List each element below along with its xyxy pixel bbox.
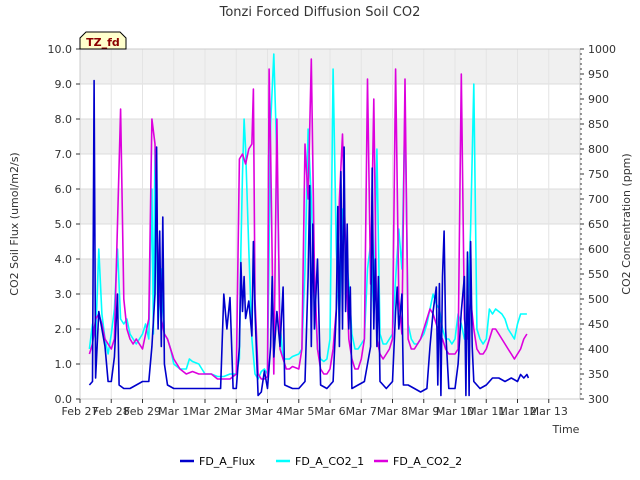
chart-title: Tonzi Forced Diffusion Soil CO2 <box>219 5 421 20</box>
right-tick-label: 500 <box>588 293 609 306</box>
right-tick-label: 900 <box>588 93 609 106</box>
x-tick-label: Mar 8 <box>377 405 408 418</box>
left-axis-ticks: 0.0 1.0 2.0 3.0 4.0 5.0 6.0 7.0 8.0 9.0 10.0 <box>48 43 80 406</box>
x-tick-label: Mar 2 <box>189 405 220 418</box>
right-tick-label: 650 <box>588 218 609 231</box>
right-axis-minor-ticks <box>580 53 582 395</box>
left-tick-label: 6.0 <box>55 183 73 196</box>
x-tick-label: Mar 7 <box>346 405 377 418</box>
series-line-fd-a-flux <box>88 79 530 397</box>
x-tick-label: Mar 5 <box>283 405 314 418</box>
x-tick-label: Feb 29 <box>124 405 161 418</box>
left-tick-label: 5.0 <box>55 218 73 231</box>
legend: FD_A_Flux FD_A_CO2_1 FD_A_CO2_2 <box>180 455 462 468</box>
left-tick-label: 8.0 <box>55 113 73 126</box>
x-tick-label: Feb 28 <box>93 405 130 418</box>
right-tick-label: 550 <box>588 268 609 281</box>
left-tick-label: 9.0 <box>55 78 73 91</box>
left-tick-label: 4.0 <box>55 253 73 266</box>
right-tick-label: 600 <box>588 243 609 256</box>
x-tick-label: Mar 11 <box>467 405 505 418</box>
x-tick-label: Mar 10 <box>436 405 474 418</box>
x-tick-label: Mar 12 <box>498 405 536 418</box>
right-tick-label: 800 <box>588 143 609 156</box>
x-tick-label: Mar 6 <box>314 405 345 418</box>
x-tick-label: Mar 1 <box>158 405 189 418</box>
right-axis-ticks: 300 350 400 450 500 550 600 650 700 750 800 850 900 9… <box>580 43 616 406</box>
left-tick-label: 7.0 <box>55 148 73 161</box>
right-tick-label: 750 <box>588 168 609 181</box>
left-tick-label: 1.0 <box>55 358 73 371</box>
x-tick-label: Mar 13 <box>530 405 568 418</box>
x-tick-label: Feb 27 <box>62 405 99 418</box>
x-axis-label: Time <box>552 423 580 436</box>
left-tick-label: 10.0 <box>48 43 73 56</box>
right-tick-label: 1000 <box>588 43 616 56</box>
left-axis-label: CO2 Soil Flux (umol/m2/s) <box>8 152 21 295</box>
site-label: TZ_fd <box>86 36 120 49</box>
right-tick-label: 950 <box>588 68 609 81</box>
legend-label-fd-a-co2-2: FD_A_CO2_2 <box>393 455 462 468</box>
x-tick-label: Mar 9 <box>408 405 439 418</box>
legend-label-fd-a-co2-1: FD_A_CO2_1 <box>295 455 364 468</box>
right-tick-label: 850 <box>588 118 609 131</box>
left-tick-label: 2.0 <box>55 323 73 336</box>
right-axis-label: CO2 Concentration (ppm) <box>620 153 633 294</box>
right-tick-label: 700 <box>588 193 609 206</box>
right-tick-label: 300 <box>588 393 609 406</box>
x-tick-label: Mar 4 <box>252 405 283 418</box>
left-tick-label: 3.0 <box>55 288 73 301</box>
legend-label-fd-a-flux: FD_A_Flux <box>199 455 256 468</box>
left-tick-label: 0.0 <box>55 393 73 406</box>
right-tick-label: 450 <box>588 318 609 331</box>
right-tick-label: 350 <box>588 368 609 381</box>
right-tick-label: 400 <box>588 343 609 356</box>
series-layer <box>88 53 530 397</box>
site-label-box: TZ_fd <box>79 31 127 50</box>
x-tick-label: Mar 3 <box>221 405 252 418</box>
